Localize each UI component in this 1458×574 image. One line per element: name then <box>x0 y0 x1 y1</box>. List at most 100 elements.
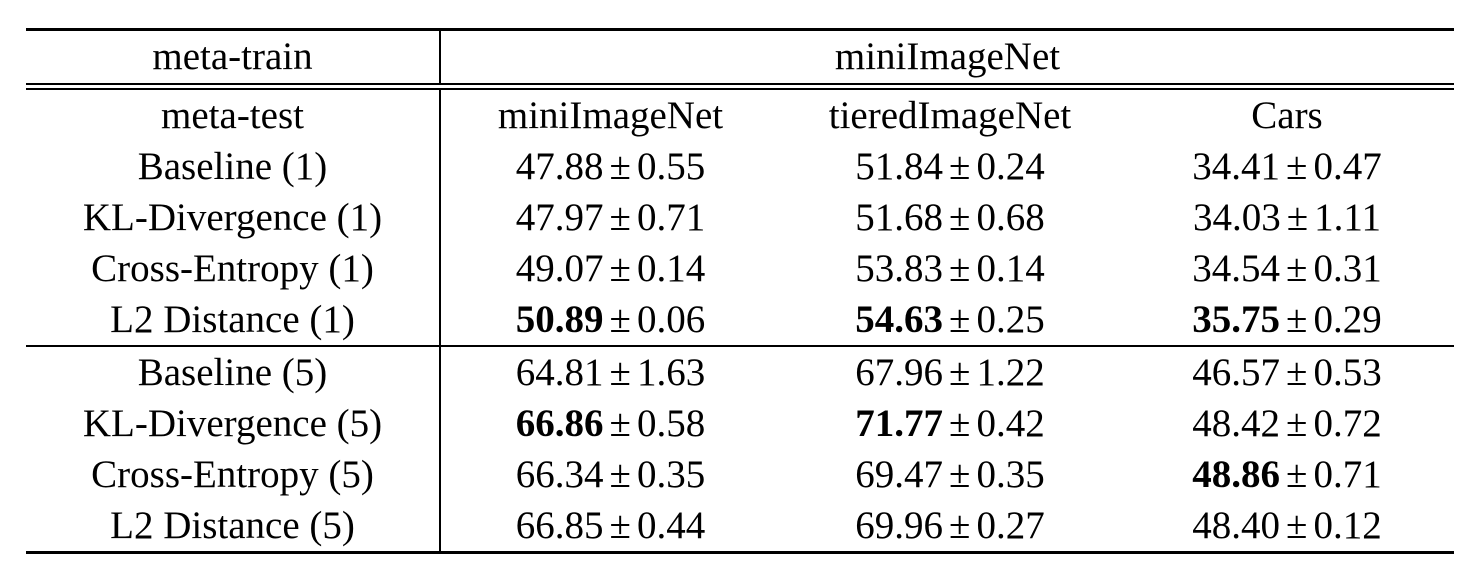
value-cell: 50.89 ±0.06 <box>440 294 780 346</box>
std-value: 0.58 <box>636 402 706 445</box>
std-value: 0.71 <box>636 196 706 239</box>
std-value: 0.71 <box>1313 453 1382 496</box>
table-row: Cross-Entropy (1) 49.07 ±0.14 53.83 ±0.14 34.… <box>26 243 1454 294</box>
std-value: 0.72 <box>1313 402 1382 445</box>
value-cell: 54.63 ±0.25 <box>780 294 1120 346</box>
results-table-body: meta-train miniImageNet meta-test miniIm… <box>26 28 1454 554</box>
mean-value: 47.97 <box>515 196 604 239</box>
method-cell: Baseline (5) <box>26 345 441 398</box>
std-value: 0.42 <box>976 402 1045 445</box>
std-value: 0.68 <box>976 196 1045 239</box>
plus-minus-symbol: ± <box>609 402 631 445</box>
meta-train-header-row: meta-train miniImageNet <box>26 28 1454 87</box>
plus-minus-symbol: ± <box>609 145 631 188</box>
mean-value: 48.40 <box>1192 504 1281 547</box>
value-cell: 48.42 ±0.72 <box>1120 398 1454 449</box>
value-cell: 69.96 ±0.27 <box>780 500 1120 554</box>
mean-value: 34.03 <box>1193 196 1281 239</box>
value-cell: 34.03 ±1.11 <box>1120 192 1454 243</box>
plus-minus-symbol: ± <box>949 298 971 341</box>
plus-minus-symbol: ± <box>609 298 631 341</box>
method-cell: Cross-Entropy (5) <box>26 449 441 500</box>
plus-minus-symbol: ± <box>949 453 971 496</box>
std-value: 1.11 <box>1314 196 1381 239</box>
value-cell: 48.40 ±0.12 <box>1120 500 1454 554</box>
std-value: 0.55 <box>636 145 706 188</box>
std-value: 0.12 <box>1313 504 1382 547</box>
std-value: 0.14 <box>636 247 706 290</box>
plus-minus-symbol: ± <box>1286 453 1308 496</box>
std-value: 0.25 <box>976 298 1045 341</box>
column-header-miniimagenet: miniImageNet <box>440 83 780 141</box>
std-value: 1.22 <box>976 351 1045 394</box>
value-cell: 51.84 ±0.24 <box>780 141 1120 192</box>
table-row: KL-Divergence (5) 66.86 ±0.58 71.77 ±0.42 48.… <box>26 398 1454 449</box>
method-cell: Cross-Entropy (1) <box>26 243 441 294</box>
plus-minus-symbol: ± <box>1286 504 1308 547</box>
value-cell: 48.86 ±0.71 <box>1120 449 1454 500</box>
value-cell: 46.57 ±0.53 <box>1120 345 1454 398</box>
value-cell: 34.41 ±0.47 <box>1120 141 1454 192</box>
mean-value: 69.96 <box>855 504 944 547</box>
value-cell: 64.81 ±1.63 <box>440 345 780 398</box>
value-cell: 47.88 ±0.55 <box>440 141 780 192</box>
std-value: 0.53 <box>1313 351 1382 394</box>
plus-minus-symbol: ± <box>1286 351 1308 394</box>
std-value: 0.24 <box>976 145 1045 188</box>
value-cell: 34.54 ±0.31 <box>1120 243 1454 294</box>
mean-value: 46.57 <box>1192 351 1281 394</box>
mean-value: 69.47 <box>855 453 944 496</box>
value-cell: 66.34 ±0.35 <box>440 449 780 500</box>
value-cell: 35.75 ±0.29 <box>1120 294 1454 346</box>
plus-minus-symbol: ± <box>1286 402 1308 445</box>
plus-minus-symbol: ± <box>949 247 971 290</box>
mean-value: 53.83 <box>855 247 944 290</box>
meta-test-header-row: meta-test miniImageNet tieredImageNet Ca… <box>26 83 1454 141</box>
mean-value: 34.54 <box>1192 247 1281 290</box>
value-cell: 49.07 ±0.14 <box>440 243 780 294</box>
mean-value: 48.86 <box>1192 453 1281 496</box>
std-value: 0.14 <box>976 247 1045 290</box>
value-cell: 47.97 ±0.71 <box>440 192 780 243</box>
plus-minus-symbol: ± <box>1286 145 1308 188</box>
method-cell: L2 Distance (1) <box>26 294 441 346</box>
mean-value: 51.84 <box>855 145 944 188</box>
plus-minus-symbol: ± <box>949 351 971 394</box>
mean-value: 49.07 <box>515 247 604 290</box>
column-header-tieredimagenet: tieredImageNet <box>780 83 1120 141</box>
plus-minus-symbol: ± <box>949 196 971 239</box>
plus-minus-symbol: ± <box>609 247 631 290</box>
plus-minus-symbol: ± <box>609 504 631 547</box>
value-cell: 71.77 ±0.42 <box>780 398 1120 449</box>
value-cell: 66.86 ±0.58 <box>440 398 780 449</box>
std-value: 0.44 <box>636 504 706 547</box>
plus-minus-symbol: ± <box>949 402 971 445</box>
table-row: L2 Distance (5) 66.85 ±0.44 69.96 ±0.27 48.40… <box>26 500 1454 554</box>
mean-value: 64.81 <box>515 351 604 394</box>
mean-value: 66.85 <box>515 504 604 547</box>
mean-value: 54.63 <box>855 298 944 341</box>
mean-value: 35.75 <box>1192 298 1281 341</box>
plus-minus-symbol: ± <box>949 504 971 547</box>
mean-value: 51.68 <box>855 196 944 239</box>
table-row: Baseline (1) 47.88 ±0.55 51.84 ±0.24 34.41 ±0.… <box>26 141 1454 192</box>
column-header-cars: Cars <box>1120 83 1454 141</box>
value-cell: 53.83 ±0.14 <box>780 243 1120 294</box>
mean-value: 66.86 <box>515 402 604 445</box>
table-row: Cross-Entropy (5) 66.34 ±0.35 69.47 ±0.35 48.… <box>26 449 1454 500</box>
table-row: L2 Distance (1) 50.89 ±0.06 54.63 ±0.25 35.75… <box>26 294 1454 346</box>
plus-minus-symbol: ± <box>1286 196 1309 239</box>
results-table: meta-train miniImageNet meta-test miniIm… <box>26 28 1454 554</box>
plus-minus-symbol: ± <box>1286 298 1308 341</box>
mean-value: 50.89 <box>515 298 604 341</box>
meta-train-label: meta-train <box>26 28 441 87</box>
value-cell: 69.47 ±0.35 <box>780 449 1120 500</box>
mean-value: 47.88 <box>515 145 604 188</box>
meta-train-value: miniImageNet <box>440 28 1454 87</box>
mean-value: 48.42 <box>1192 402 1281 445</box>
std-value: 1.63 <box>636 351 706 394</box>
method-cell: L2 Distance (5) <box>26 500 441 554</box>
plus-minus-symbol: ± <box>609 351 631 394</box>
value-cell: 66.85 ±0.44 <box>440 500 780 554</box>
std-value: 0.47 <box>1313 145 1382 188</box>
